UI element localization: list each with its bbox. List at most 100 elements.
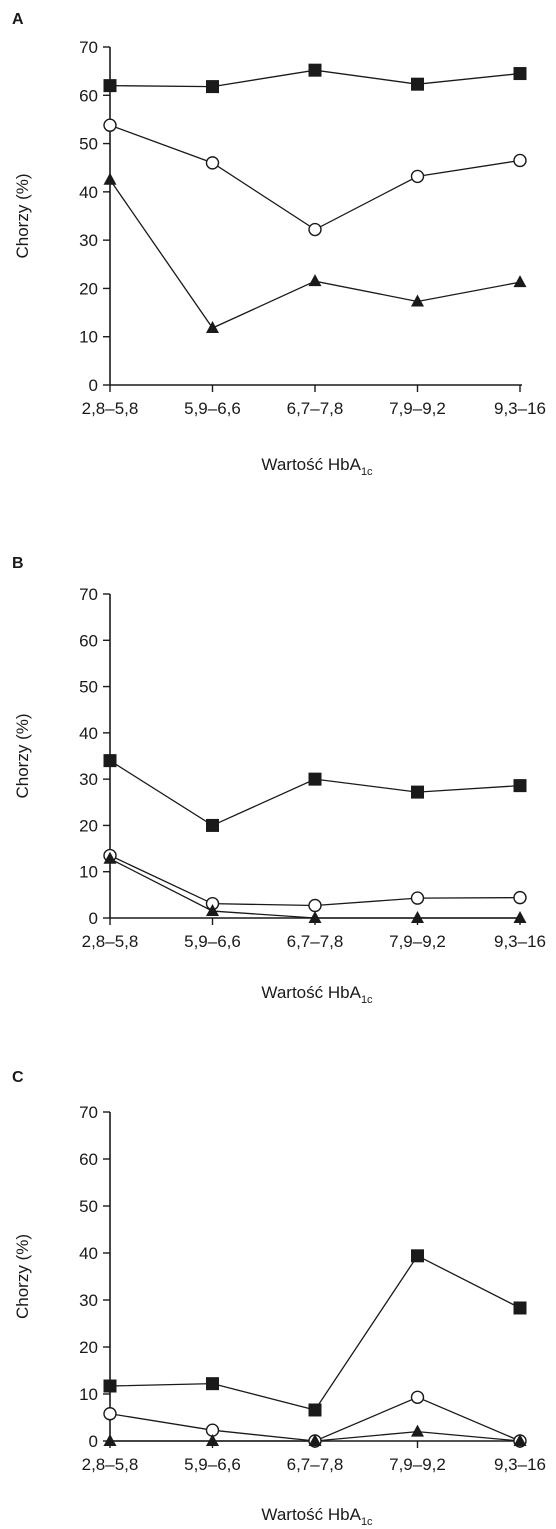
data-point-triangle (103, 851, 117, 864)
data-point-triangle (206, 904, 219, 917)
data-point-square (206, 80, 219, 94)
data-point-triangle (308, 1434, 322, 1446)
x-axis-title-subscript: 1c (361, 1516, 373, 1528)
y-axis-title: Chorzy (%) (13, 173, 32, 258)
y-tick-label: 10 (79, 863, 98, 882)
x-tick-label: 5,9–6,6 (184, 399, 241, 418)
x-tick-label: 6,7–7,8 (287, 399, 344, 418)
series-line-circle (109, 854, 521, 907)
chart-panel-b: B 0 10 20 30 40 50 60 70 2,8–5,8 5,9–6,6 6,7–7,8 7,9… (12, 555, 546, 1006)
data-point-triangle (206, 1434, 219, 1446)
y-tick-label: 0 (89, 1432, 98, 1451)
chart-panel-a: A 0 10 20 30 40 50 60 70 2,8–5,8 5,9–6,6 6,7–7,8 7,9… (12, 11, 546, 478)
data-point-square (411, 1249, 424, 1263)
data-point-triangle (411, 1424, 424, 1437)
data-point-triangle (513, 275, 527, 288)
panel-letter: A (12, 11, 24, 28)
y-tick-label: 40 (79, 1244, 98, 1263)
y-tick-label: 20 (79, 279, 98, 298)
data-point-square (513, 67, 527, 81)
data-point-triangle (513, 1434, 527, 1446)
data-point-square (411, 785, 424, 799)
x-axis-title-subscript: 1c (361, 994, 373, 1006)
data-point-square (308, 772, 322, 786)
panel-letter: C (12, 1069, 24, 1086)
y-tick-label: 20 (79, 816, 98, 835)
x-axis-title-main: Wartość HbA (261, 1505, 361, 1524)
data-point-circle (103, 118, 117, 132)
y-tick-label: 40 (79, 183, 98, 202)
series-line-square (109, 1254, 521, 1411)
data-point-circle (410, 891, 425, 905)
x-tick-label: 7,9–9,2 (389, 1455, 446, 1474)
x-tick-label: 5,9–6,6 (184, 1455, 241, 1474)
panel-letter: B (12, 555, 24, 572)
data-point-square (206, 818, 219, 832)
x-axis-title-subscript: 1c (361, 466, 373, 478)
data-point-circle (205, 156, 220, 170)
series-line-triangle (109, 179, 521, 329)
series-line-square (109, 760, 521, 827)
data-point-triangle (411, 294, 424, 307)
x-tick-label: 6,7–7,8 (287, 932, 344, 951)
data-point-circle (410, 1390, 425, 1404)
data-point-triangle (206, 321, 219, 334)
data-point-triangle (308, 274, 322, 287)
data-point-square (103, 79, 117, 93)
x-tick-label: 9,3–16 (494, 932, 546, 951)
series-line-circle (109, 124, 521, 231)
chart-panel-c: C 0 10 20 30 40 50 60 70 2,8–5,8 5,9–6,6 6,7–7,8 7,9… (12, 1069, 546, 1528)
x-axis-title-main: Wartość HbA (261, 455, 361, 474)
data-point-circle (410, 169, 425, 184)
y-tick-label: 60 (79, 1150, 98, 1169)
x-axis-title: Wartość HbA1c (261, 455, 373, 478)
data-point-triangle (103, 172, 117, 185)
y-tick-label: 70 (79, 38, 98, 57)
y-tick-label: 0 (89, 909, 98, 928)
data-point-circle (513, 153, 527, 168)
data-point-circle (308, 898, 322, 913)
x-tick-label: 9,3–16 (494, 1455, 546, 1474)
data-point-square (411, 77, 424, 91)
y-tick-label: 60 (79, 631, 98, 650)
x-tick-label: 9,3–16 (494, 399, 546, 418)
data-point-circle (513, 890, 527, 905)
y-tick-label: 0 (89, 376, 98, 395)
x-tick-label: 2,8–5,8 (82, 1455, 139, 1474)
x-tick-label: 7,9–9,2 (389, 399, 446, 418)
y-axis-title: Chorzy (%) (13, 713, 32, 798)
x-tick-label: 2,8–5,8 (82, 932, 139, 951)
data-point-square (308, 63, 322, 77)
data-point-triangle (103, 1434, 117, 1446)
data-point-square (513, 1301, 527, 1315)
x-tick-label: 7,9–9,2 (389, 932, 446, 951)
x-axis-title: Wartość HbA1c (261, 983, 373, 1006)
x-tick-label: 2,8–5,8 (82, 399, 139, 418)
x-axis-title-main: Wartość HbA (261, 983, 361, 1002)
y-tick-label: 50 (79, 135, 98, 154)
y-tick-label: 50 (79, 1197, 98, 1216)
y-axis-title: Chorzy (%) (13, 1234, 32, 1319)
y-tick-label: 50 (79, 678, 98, 697)
y-tick-label: 30 (79, 770, 98, 789)
data-point-triangle (411, 911, 424, 923)
data-point-circle (103, 1407, 117, 1421)
x-tick-label: 5,9–6,6 (184, 932, 241, 951)
data-point-triangle (308, 911, 322, 923)
y-tick-label: 60 (79, 86, 98, 105)
y-tick-label: 10 (79, 328, 98, 347)
y-tick-label: 20 (79, 1338, 98, 1357)
x-axis-title: Wartość HbA1c (261, 1505, 373, 1528)
data-point-triangle (513, 911, 527, 923)
x-tick-label: 6,7–7,8 (287, 1455, 344, 1474)
y-tick-label: 30 (79, 231, 98, 250)
data-point-square (308, 1403, 322, 1417)
data-point-square (513, 779, 527, 793)
y-tick-label: 30 (79, 1291, 98, 1310)
y-tick-label: 40 (79, 724, 98, 743)
data-point-square (206, 1377, 219, 1391)
y-tick-label: 10 (79, 1385, 98, 1404)
data-point-square (103, 754, 117, 768)
data-point-square (103, 1379, 117, 1393)
